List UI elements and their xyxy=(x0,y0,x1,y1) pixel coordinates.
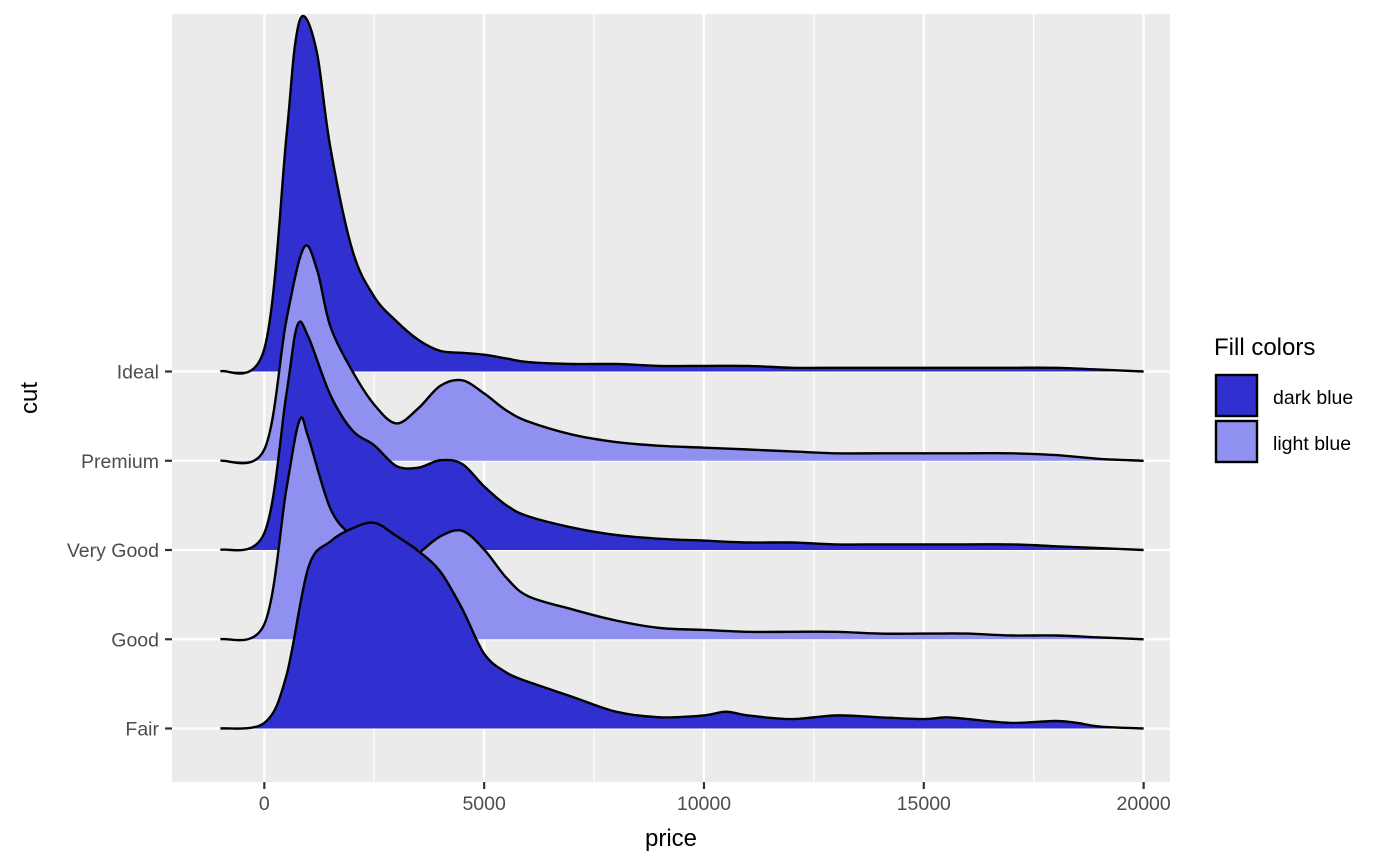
legend-label-dark-blue: dark blue xyxy=(1273,387,1353,409)
legend-key-light-blue xyxy=(1214,419,1259,464)
y-tick-label-good: Good xyxy=(111,629,159,651)
legend: Fill colors dark blue light blue xyxy=(1214,334,1353,464)
ridges xyxy=(219,14,1144,730)
x-axis-title: price xyxy=(645,825,697,852)
x-tick-label: 0 xyxy=(259,793,270,815)
y-tick-label-premium: Premium xyxy=(81,451,159,473)
ridge-fill-very-good xyxy=(220,321,1144,551)
y-tick-label-very-good: Very Good xyxy=(67,540,159,562)
x-tick-label: 5000 xyxy=(462,793,506,815)
ridge-line-premium xyxy=(220,244,1144,465)
legend-key-dark-blue xyxy=(1214,373,1259,418)
y-axis: Fair Good Very Good Premium Ideal xyxy=(67,362,172,741)
y-tick-label-ideal: Ideal xyxy=(117,362,159,384)
ridge-fill-fair xyxy=(220,522,1144,729)
x-tick-label: 15000 xyxy=(897,793,951,815)
x-axis: 0 5000 10000 15000 20000 xyxy=(259,782,1171,815)
ridge-line-good xyxy=(220,416,1144,642)
ridge-line-fair xyxy=(220,521,1144,730)
ridge-fill-premium xyxy=(220,245,1144,464)
x-tick-label: 20000 xyxy=(1117,793,1171,815)
legend-title: Fill colors xyxy=(1214,334,1315,361)
legend-label-light-blue: light blue xyxy=(1273,433,1351,455)
y-axis-title: cut xyxy=(16,382,43,414)
x-tick-label: 10000 xyxy=(677,793,731,815)
ridge-line-ideal xyxy=(219,14,1144,375)
ridge-fill-good xyxy=(220,417,1144,641)
y-tick-label-fair: Fair xyxy=(125,719,159,741)
ridge-line-very-good xyxy=(219,320,1144,552)
